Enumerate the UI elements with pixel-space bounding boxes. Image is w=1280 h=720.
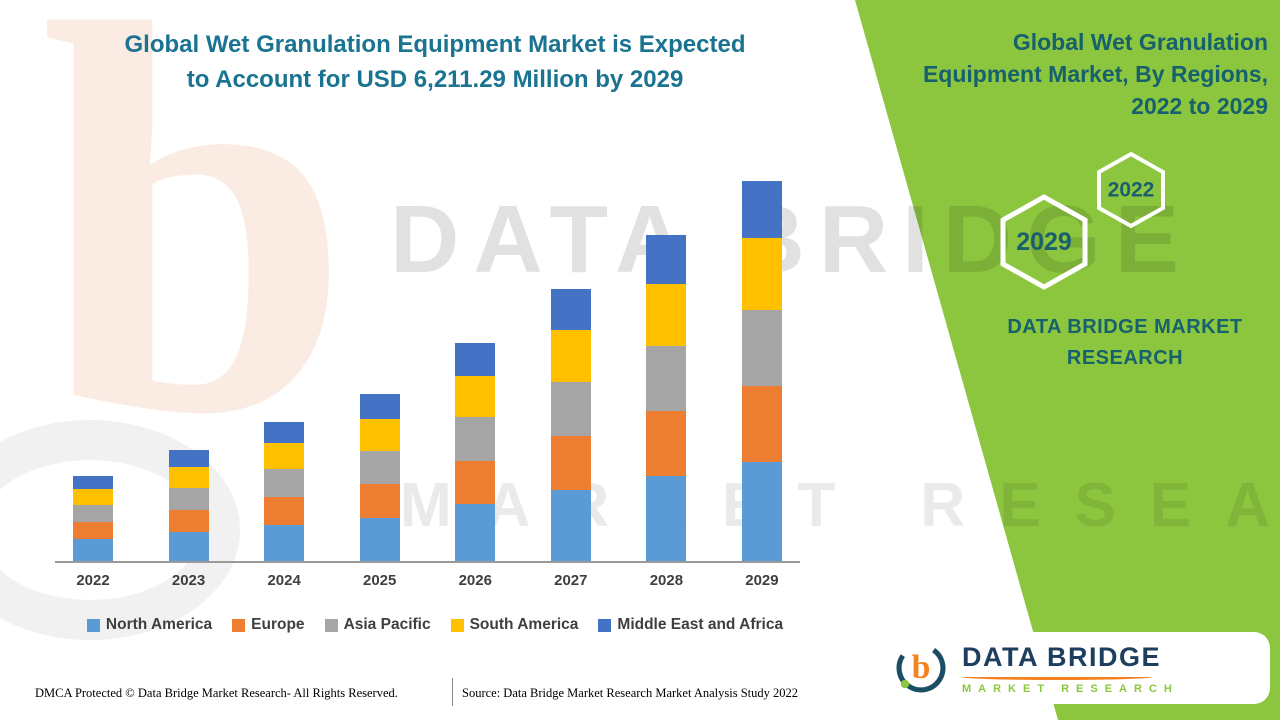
bar-segment-2028-south-america: [646, 283, 687, 346]
legend-label: South America: [469, 616, 579, 633]
bar-segment-2026-south-america: [455, 375, 496, 418]
x-axis-label-2027: 2027: [554, 572, 588, 589]
hexagon-badge-2022: 2022: [1097, 151, 1165, 229]
legend-label: Europe: [251, 616, 305, 633]
legend-item-south-america: South America: [450, 616, 579, 634]
bar-segment-2027-north-america: [550, 490, 591, 561]
bar-segment-2028-asia-pacific: [646, 345, 687, 412]
bar-2023: [167, 450, 211, 561]
bar-2026: [453, 343, 497, 561]
bar-segment-2027-europe: [550, 435, 591, 491]
x-axis-label-2023: 2023: [171, 572, 206, 589]
bar-segment-2022-north-america: [73, 538, 113, 561]
bar-2029: [740, 181, 784, 561]
bar-2024: [262, 421, 306, 561]
watermark-logo-b: b: [40, 0, 352, 530]
legend-label: North America: [105, 616, 213, 633]
bar-segment-2029-south-america: [741, 238, 782, 311]
right-panel-heading: Global Wet Granulation Equipment Market,…: [922, 29, 1268, 120]
bar-2028: [644, 234, 688, 561]
databridge-logo-card: b DATA BRIDGE MARKET RESEARCH: [876, 632, 1270, 704]
bar-segment-2025-north-america: [359, 517, 400, 561]
legend-swatch-icon: [86, 618, 100, 632]
bar-segment-2024-south-america: [264, 442, 305, 470]
hexagon-2029-label: 2029: [1016, 228, 1072, 256]
svg-text:b: b: [912, 649, 931, 686]
legend-swatch-icon: [232, 618, 246, 632]
bar-segment-2022-asia-pacific: [73, 504, 113, 522]
x-axis-label-2029: 2029: [745, 572, 779, 589]
bar-segment-2025-europe: [359, 484, 400, 518]
bar-segment-2026-europe: [455, 460, 496, 505]
hexagon-badge-2029: 2029: [1000, 194, 1088, 290]
logo-subtitle: MARKET RESEARCH: [962, 682, 1179, 695]
x-axis-label-2024: 2024: [267, 572, 301, 589]
bar-segment-2024-middle-east-and-africa: [264, 421, 305, 443]
bar-segment-2026-north-america: [455, 504, 496, 561]
bar-segment-2029-north-america: [741, 462, 782, 561]
logo-swoosh: [962, 674, 1152, 680]
legend-item-europe: Europe: [232, 616, 305, 634]
bar-segment-2022-south-america: [73, 488, 113, 505]
bar-segment-2022-middle-east-and-africa: [73, 475, 113, 489]
bar-segment-2025-south-america: [359, 419, 400, 451]
logo-title: DATA BRIDGE: [962, 641, 1161, 672]
watermark-databridge-text: DATA BRIDGE: [390, 186, 1193, 293]
bar-2027: [549, 288, 593, 561]
footer-source-text: Source: Data Bridge Market Research Mark…: [462, 686, 799, 700]
bar-segment-2027-south-america: [550, 329, 591, 382]
databridge-logo-words: DATA BRIDGE MARKET RESEARCH: [962, 642, 1179, 695]
x-axis-label-2025: 2025: [363, 572, 397, 589]
bar-segment-2023-asia-pacific: [168, 487, 209, 510]
bar-segment-2028-middle-east-and-africa: [646, 234, 687, 284]
legend-label: Middle East and Africa: [617, 616, 784, 633]
legend-item-north-america: North America: [86, 616, 213, 634]
watermark-marketresearch-text: MARKET RESEARCH: [400, 471, 1280, 540]
x-axis-label-2022: 2022: [76, 572, 110, 589]
x-axis-label-2026: 2026: [458, 572, 492, 589]
bar-segment-2026-asia-pacific: [455, 417, 496, 461]
bar-segment-2029-asia-pacific: [741, 310, 782, 387]
bar-2025: [358, 394, 402, 561]
bar-segment-2024-north-america: [264, 524, 305, 561]
legend-item-middle-east-and-africa: Middle East and Africa: [598, 616, 783, 634]
bar-segment-2027-middle-east-and-africa: [550, 288, 591, 330]
legend-swatch-icon: [324, 618, 338, 632]
bar-segment-2028-europe: [646, 411, 687, 477]
legend-swatch-icon: [450, 618, 464, 632]
databridge-logo-icon: b: [896, 643, 946, 693]
footer-divider: [452, 678, 453, 706]
footer-dmca-text: DMCA Protected © Data Bridge Market Rese…: [35, 686, 398, 700]
bar-2022: [71, 475, 115, 561]
bar-segment-2023-europe: [168, 509, 209, 533]
legend-item-asia-pacific: Asia Pacific: [324, 616, 431, 634]
bar-segment-2025-asia-pacific: [359, 450, 400, 485]
hexagon-2022-label: 2022: [1108, 179, 1155, 202]
chart-x-axis-labels: 2022 2023 2024 2025 2026 2027 2028 2029: [55, 572, 800, 589]
bar-segment-2023-south-america: [168, 466, 209, 488]
bar-segment-2024-europe: [264, 497, 305, 525]
bar-segment-2026-middle-east-and-africa: [455, 343, 496, 376]
bar-segment-2024-asia-pacific: [264, 469, 305, 498]
chart-legend: North America Europe Asia Pacific South Ame…: [40, 616, 830, 634]
right-panel-brand-text: DATA BRIDGE MARKET RESEARCH: [1007, 316, 1243, 369]
bar-segment-2023-middle-east-and-africa: [168, 450, 209, 467]
bar-segment-2028-north-america: [646, 476, 687, 561]
bar-segment-2029-europe: [741, 386, 782, 463]
bar-segment-2022-europe: [73, 521, 113, 539]
chart-plot: [55, 178, 800, 563]
bar-segment-2027-asia-pacific: [550, 381, 591, 436]
chart-title: Global Wet Granulation Equipment Market …: [124, 31, 746, 93]
bar-segment-2029-middle-east-and-africa: [741, 181, 782, 239]
bar-segment-2025-middle-east-and-africa: [359, 394, 400, 420]
legend-label: Asia Pacific: [343, 616, 431, 633]
legend-swatch-icon: [598, 618, 612, 632]
bar-segment-2023-north-america: [168, 532, 209, 561]
x-axis-label-2028: 2028: [649, 572, 684, 589]
